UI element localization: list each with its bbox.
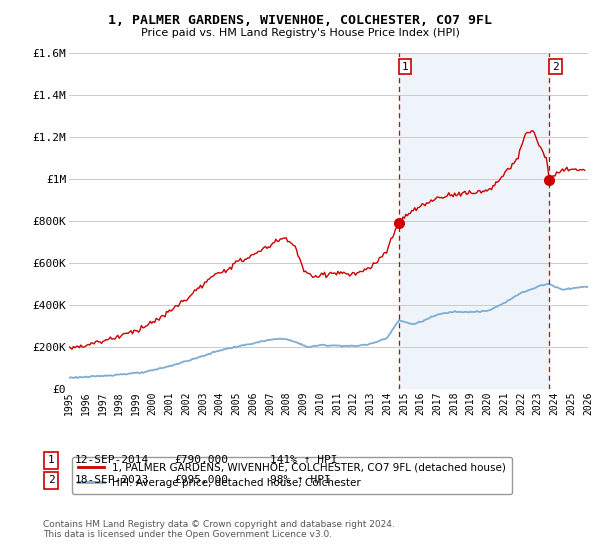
Legend: 1, PALMER GARDENS, WIVENHOE, COLCHESTER, CO7 9FL (detached house), HPI: Average : 1, PALMER GARDENS, WIVENHOE, COLCHESTER,… xyxy=(71,456,512,494)
Text: 18-SEP-2023: 18-SEP-2023 xyxy=(75,475,149,486)
Text: 12-SEP-2014: 12-SEP-2014 xyxy=(75,455,149,465)
Text: 141% ↑ HPI: 141% ↑ HPI xyxy=(270,455,337,465)
Text: 1: 1 xyxy=(47,455,55,465)
Text: 98% ↑ HPI: 98% ↑ HPI xyxy=(270,475,331,486)
Bar xyxy=(399,53,550,389)
Text: £790,000: £790,000 xyxy=(174,455,228,465)
Text: £995,000: £995,000 xyxy=(174,475,228,486)
Text: 1, PALMER GARDENS, WIVENHOE, COLCHESTER, CO7 9FL: 1, PALMER GARDENS, WIVENHOE, COLCHESTER,… xyxy=(108,14,492,27)
Text: 2: 2 xyxy=(47,475,55,486)
Text: 2: 2 xyxy=(552,62,559,72)
Text: Contains HM Land Registry data © Crown copyright and database right 2024.
This d: Contains HM Land Registry data © Crown c… xyxy=(43,520,395,539)
Text: Price paid vs. HM Land Registry's House Price Index (HPI): Price paid vs. HM Land Registry's House … xyxy=(140,28,460,38)
Text: 1: 1 xyxy=(401,62,408,72)
